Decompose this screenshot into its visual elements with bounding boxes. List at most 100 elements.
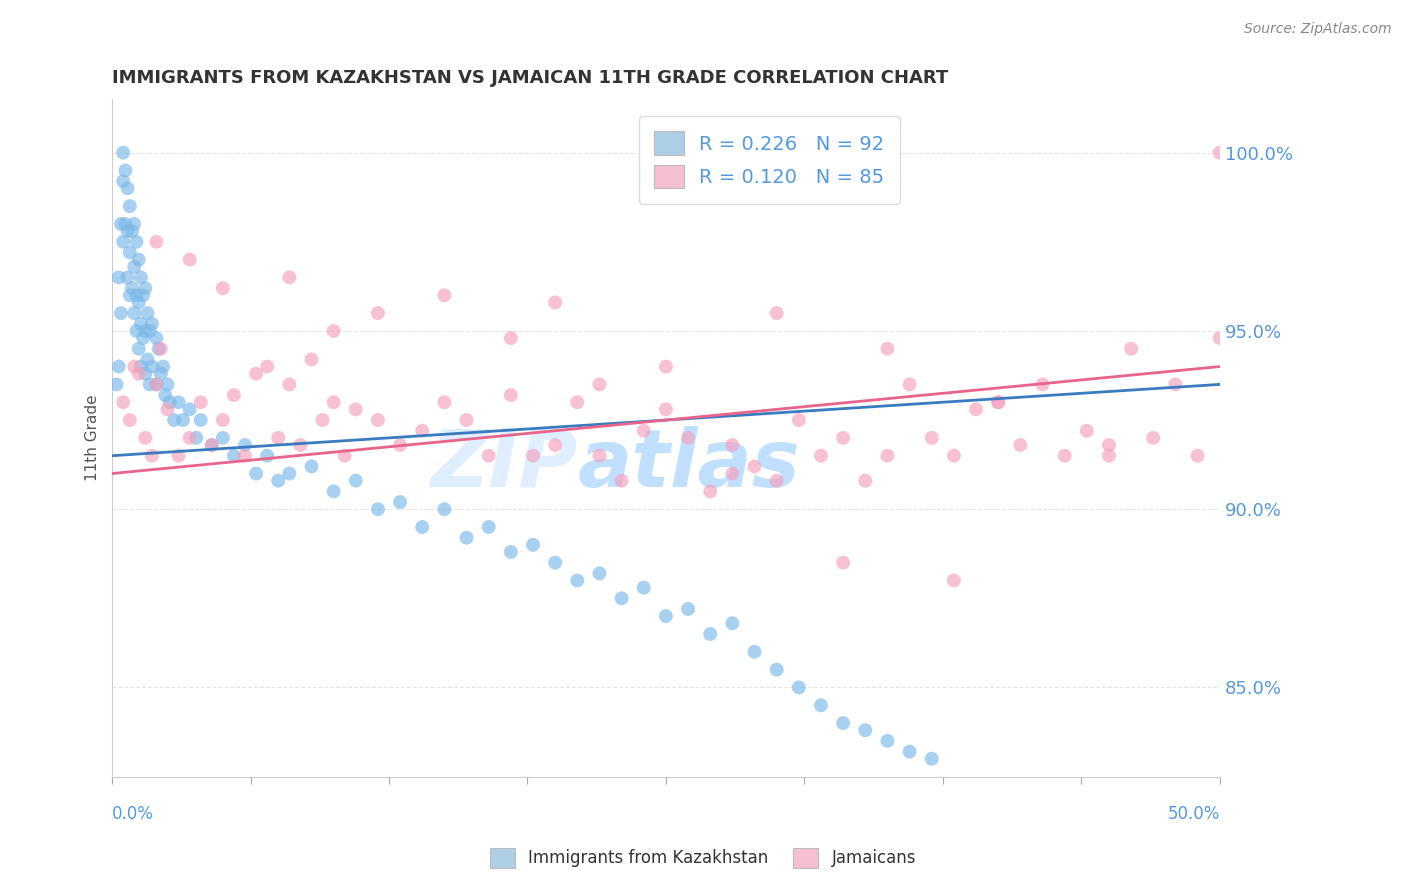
Point bbox=[942, 574, 965, 588]
Point bbox=[522, 538, 544, 552]
Legend: R = 0.226   N = 92, R = 0.120   N = 85: R = 0.226 N = 92, R = 0.120 N = 85 bbox=[638, 116, 900, 204]
Point bbox=[129, 270, 152, 285]
Point bbox=[676, 602, 699, 616]
Point bbox=[322, 484, 344, 499]
Point bbox=[1076, 424, 1098, 438]
Point bbox=[301, 352, 323, 367]
Point bbox=[1142, 431, 1164, 445]
Point bbox=[278, 467, 301, 481]
Point bbox=[112, 235, 135, 249]
Point bbox=[1010, 438, 1032, 452]
Point bbox=[141, 359, 163, 374]
Point bbox=[433, 288, 456, 302]
Text: ZIP: ZIP bbox=[430, 426, 578, 504]
Point bbox=[832, 716, 855, 731]
Point bbox=[136, 306, 159, 320]
Point bbox=[110, 217, 132, 231]
Point bbox=[1187, 449, 1209, 463]
Point bbox=[122, 306, 145, 320]
Point bbox=[105, 377, 128, 392]
Point bbox=[1098, 449, 1121, 463]
Point bbox=[1209, 331, 1232, 345]
Point bbox=[179, 431, 201, 445]
Point bbox=[179, 402, 201, 417]
Point bbox=[921, 752, 943, 766]
Point bbox=[456, 531, 478, 545]
Point bbox=[655, 359, 678, 374]
Point bbox=[145, 235, 167, 249]
Point bbox=[212, 413, 235, 427]
Point bbox=[118, 245, 141, 260]
Point bbox=[588, 377, 610, 392]
Point bbox=[167, 449, 190, 463]
Point bbox=[128, 252, 150, 267]
Point bbox=[787, 681, 810, 695]
Point bbox=[118, 199, 141, 213]
Point bbox=[610, 591, 633, 606]
Point bbox=[145, 377, 167, 392]
Point bbox=[1119, 342, 1142, 356]
Point bbox=[222, 388, 245, 402]
Point bbox=[344, 474, 367, 488]
Point bbox=[676, 431, 699, 445]
Point bbox=[1098, 438, 1121, 452]
Point bbox=[245, 367, 267, 381]
Point bbox=[121, 224, 143, 238]
Point bbox=[810, 449, 832, 463]
Point bbox=[122, 217, 145, 231]
Point bbox=[129, 317, 152, 331]
Point bbox=[544, 556, 567, 570]
Point bbox=[810, 698, 832, 713]
Point bbox=[567, 395, 589, 409]
Point bbox=[114, 217, 136, 231]
Point bbox=[112, 395, 135, 409]
Point bbox=[110, 306, 132, 320]
Point bbox=[155, 388, 177, 402]
Point bbox=[267, 474, 290, 488]
Point bbox=[699, 484, 721, 499]
Point bbox=[145, 331, 167, 345]
Point bbox=[117, 270, 139, 285]
Point bbox=[256, 359, 278, 374]
Point bbox=[139, 324, 162, 338]
Point bbox=[367, 502, 389, 516]
Point bbox=[132, 288, 155, 302]
Point bbox=[159, 395, 181, 409]
Point bbox=[134, 367, 156, 381]
Point bbox=[156, 402, 179, 417]
Point bbox=[744, 645, 766, 659]
Point bbox=[721, 467, 744, 481]
Point bbox=[1164, 377, 1187, 392]
Point bbox=[148, 342, 170, 356]
Point bbox=[942, 449, 965, 463]
Point bbox=[152, 359, 174, 374]
Point bbox=[876, 342, 898, 356]
Point bbox=[898, 745, 921, 759]
Point bbox=[179, 252, 201, 267]
Point bbox=[122, 260, 145, 274]
Point bbox=[186, 431, 208, 445]
Point bbox=[588, 566, 610, 581]
Point bbox=[853, 723, 876, 738]
Point bbox=[389, 495, 412, 509]
Point bbox=[322, 395, 344, 409]
Point bbox=[190, 413, 212, 427]
Point bbox=[544, 295, 567, 310]
Point bbox=[256, 449, 278, 463]
Point bbox=[344, 402, 367, 417]
Point bbox=[107, 359, 129, 374]
Point bbox=[876, 449, 898, 463]
Point bbox=[125, 235, 148, 249]
Point bbox=[832, 556, 855, 570]
Point bbox=[134, 431, 156, 445]
Point bbox=[114, 163, 136, 178]
Point bbox=[167, 395, 190, 409]
Point bbox=[965, 402, 987, 417]
Point bbox=[522, 449, 544, 463]
Point bbox=[921, 431, 943, 445]
Point bbox=[301, 459, 323, 474]
Point bbox=[128, 367, 150, 381]
Point bbox=[765, 474, 787, 488]
Point bbox=[1209, 145, 1232, 160]
Point bbox=[544, 438, 567, 452]
